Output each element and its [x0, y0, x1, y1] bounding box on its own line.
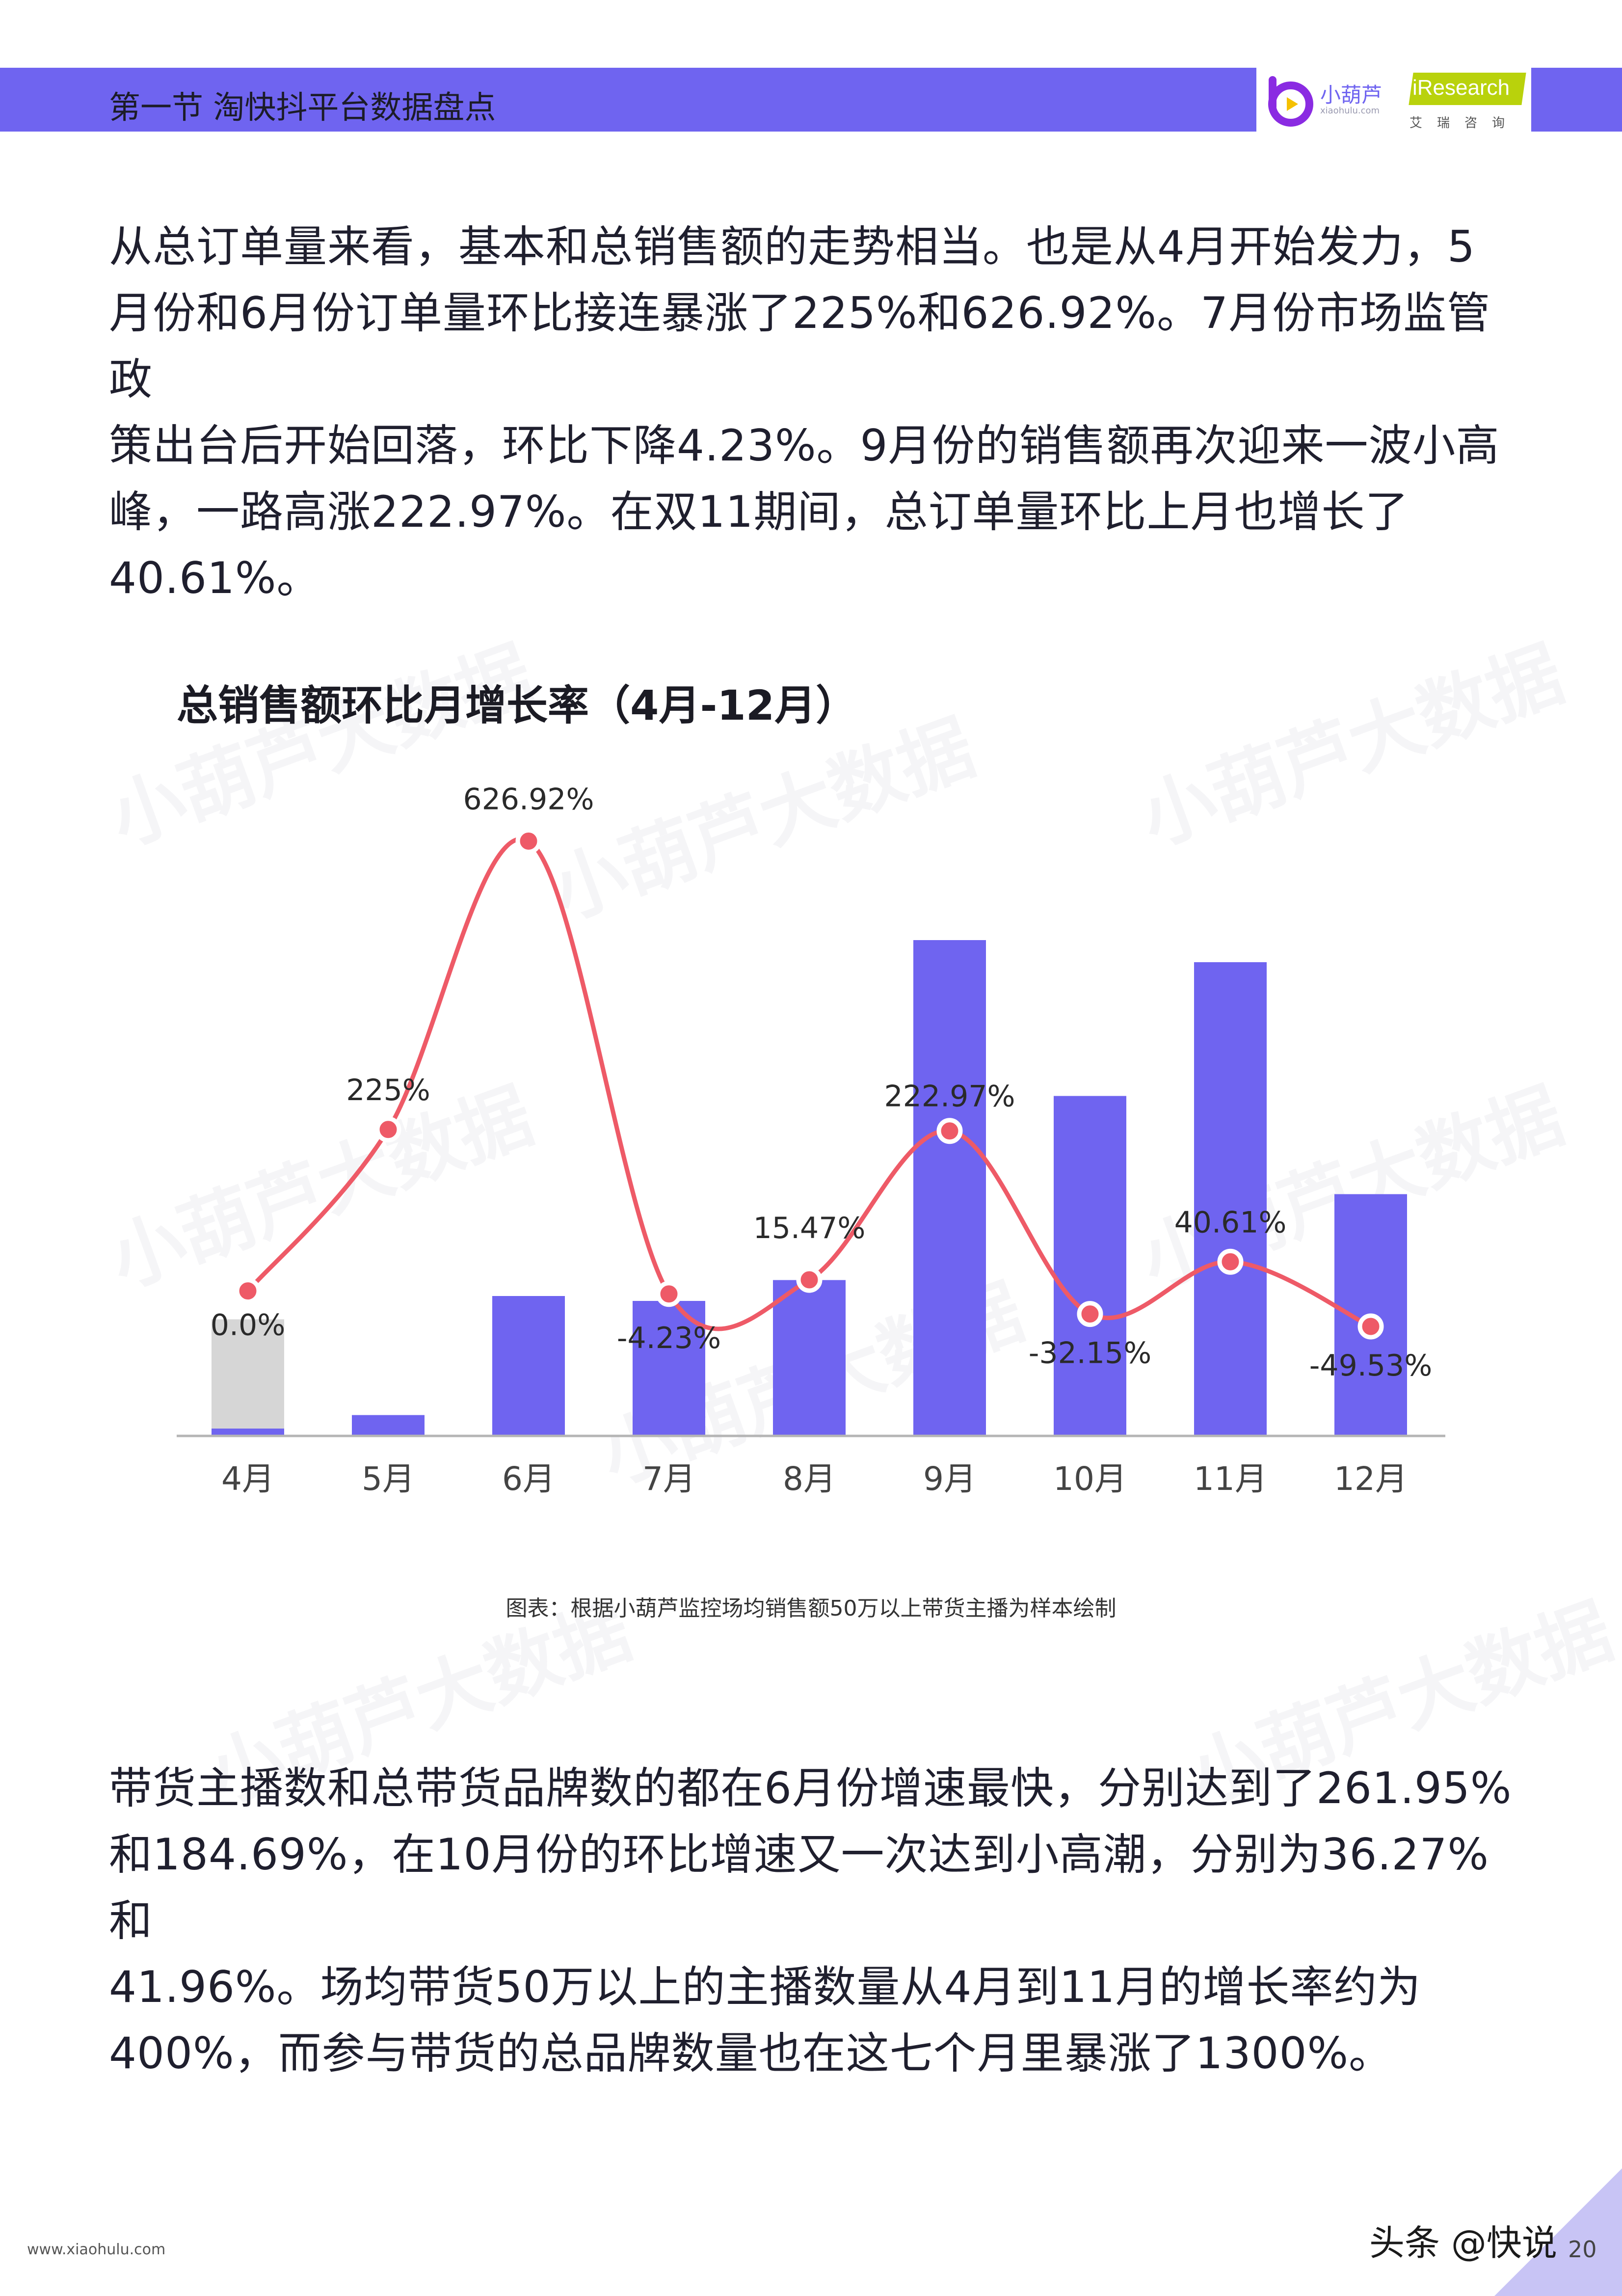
line-point	[936, 1118, 963, 1144]
footer-source: 头条 @快说	[1369, 2222, 1557, 2264]
paragraph-line: 月份和6月份订单量环比接连暴涨了225%和626.92%。7月份市场监管政	[109, 288, 1491, 405]
data-label: 225%	[346, 1073, 430, 1107]
data-label: -49.53%	[1309, 1349, 1432, 1383]
bar-highlight	[212, 1319, 284, 1436]
data-label: 0.0%	[211, 1308, 285, 1343]
paragraph-line: 41.96%。场均带货50万以上的主播数量从4月到11月的增长率约为	[109, 1962, 1421, 2012]
paragraph-line: 策出台后开始回落，环比下降4.23%。9月份的销售额再次迎来一波小高	[109, 420, 1500, 471]
bar	[633, 1301, 705, 1436]
paragraph-line: 从总订单量来看，基本和总销售额的走势相当。也是从4月开始发力，5	[109, 221, 1475, 272]
paragraph-line: 400%，而参与带货的总品牌数量也在这七个月里暴涨了1300%。	[109, 2028, 1393, 2079]
brand-url: xiaohulu.com	[1320, 106, 1380, 116]
line-point	[1217, 1248, 1244, 1275]
paragraph-line: 和184.69%，在10月份的环比增速又一次达到小高潮，分别为36.27%和	[109, 1829, 1489, 1946]
paragraph-2: 带货主播数和总带货品牌数的都在6月份增速最快，分别达到了261.95% 和184…	[109, 1755, 1517, 2086]
line-point	[1077, 1301, 1103, 1327]
data-label: 40.61%	[1174, 1205, 1287, 1240]
x-tick-label: 9月	[923, 1460, 976, 1498]
bar	[1054, 1096, 1126, 1436]
line-point	[1357, 1313, 1384, 1340]
line-point	[515, 828, 542, 854]
bar	[492, 1296, 565, 1436]
bar	[212, 1429, 284, 1436]
line-point	[656, 1281, 682, 1307]
data-label: -4.23%	[617, 1321, 721, 1355]
growth-chart: 4月 5月 6月 7月 8月 9月 10月 11月 12月 0.0% 225% 626.92% -4.2…	[177, 782, 1445, 1498]
data-label: -32.15%	[1029, 1336, 1151, 1371]
x-tick-label: 12月	[1334, 1460, 1408, 1498]
page-number: 20	[1568, 2236, 1597, 2263]
paragraph-1: 从总订单量来看，基本和总销售额的走势相当。也是从4月开始发力，5 月份和6月份订…	[109, 214, 1517, 611]
x-tick-label: 4月	[221, 1460, 274, 1498]
bar	[773, 1280, 846, 1436]
x-tick-label: 6月	[502, 1460, 555, 1498]
x-tick-label: 7月	[642, 1460, 695, 1498]
paragraph-line: 峰，一路高涨222.97%。在双11期间，总订单量环比上月也增长了	[109, 486, 1409, 537]
partner-sub: 艾瑞咨询	[1409, 116, 1520, 131]
bar	[1194, 962, 1267, 1436]
data-label: 15.47%	[753, 1211, 866, 1245]
line-series	[246, 837, 1372, 1331]
data-label: 626.92%	[463, 782, 594, 816]
x-tick-label: 8月	[783, 1460, 836, 1498]
bar	[352, 1415, 425, 1436]
x-tick-label: 5月	[362, 1460, 415, 1498]
xiaohulu-logo-icon	[1268, 76, 1313, 127]
x-tick-label: 11月	[1194, 1460, 1267, 1498]
brand-name: 小葫芦	[1320, 83, 1383, 107]
section-title: 第一节 淘快抖平台数据盘点	[109, 90, 496, 126]
partner-name: iResearch	[1412, 76, 1510, 100]
bar	[913, 940, 986, 1436]
paragraph-line: 40.61%。	[109, 553, 320, 603]
paragraph-line: 带货主播数和总带货品牌数的都在6月份增速最快，分别达到了261.95%	[109, 1763, 1512, 1813]
line-point	[375, 1116, 401, 1143]
x-tick-label: 10月	[1053, 1460, 1127, 1498]
data-label: 222.97%	[884, 1080, 1015, 1114]
footer-url[interactable]: www.xiaohulu.com	[27, 2241, 166, 2258]
line-point	[235, 1278, 261, 1304]
chart-note: 图表：根据小葫芦监控场均销售额50万以上带货主播为样本绘制	[505, 1596, 1117, 1621]
corner-decoration	[1494, 2168, 1622, 2296]
line-point	[796, 1267, 823, 1293]
chart-title: 总销售额环比月增长率（4月-12月）	[177, 681, 857, 729]
